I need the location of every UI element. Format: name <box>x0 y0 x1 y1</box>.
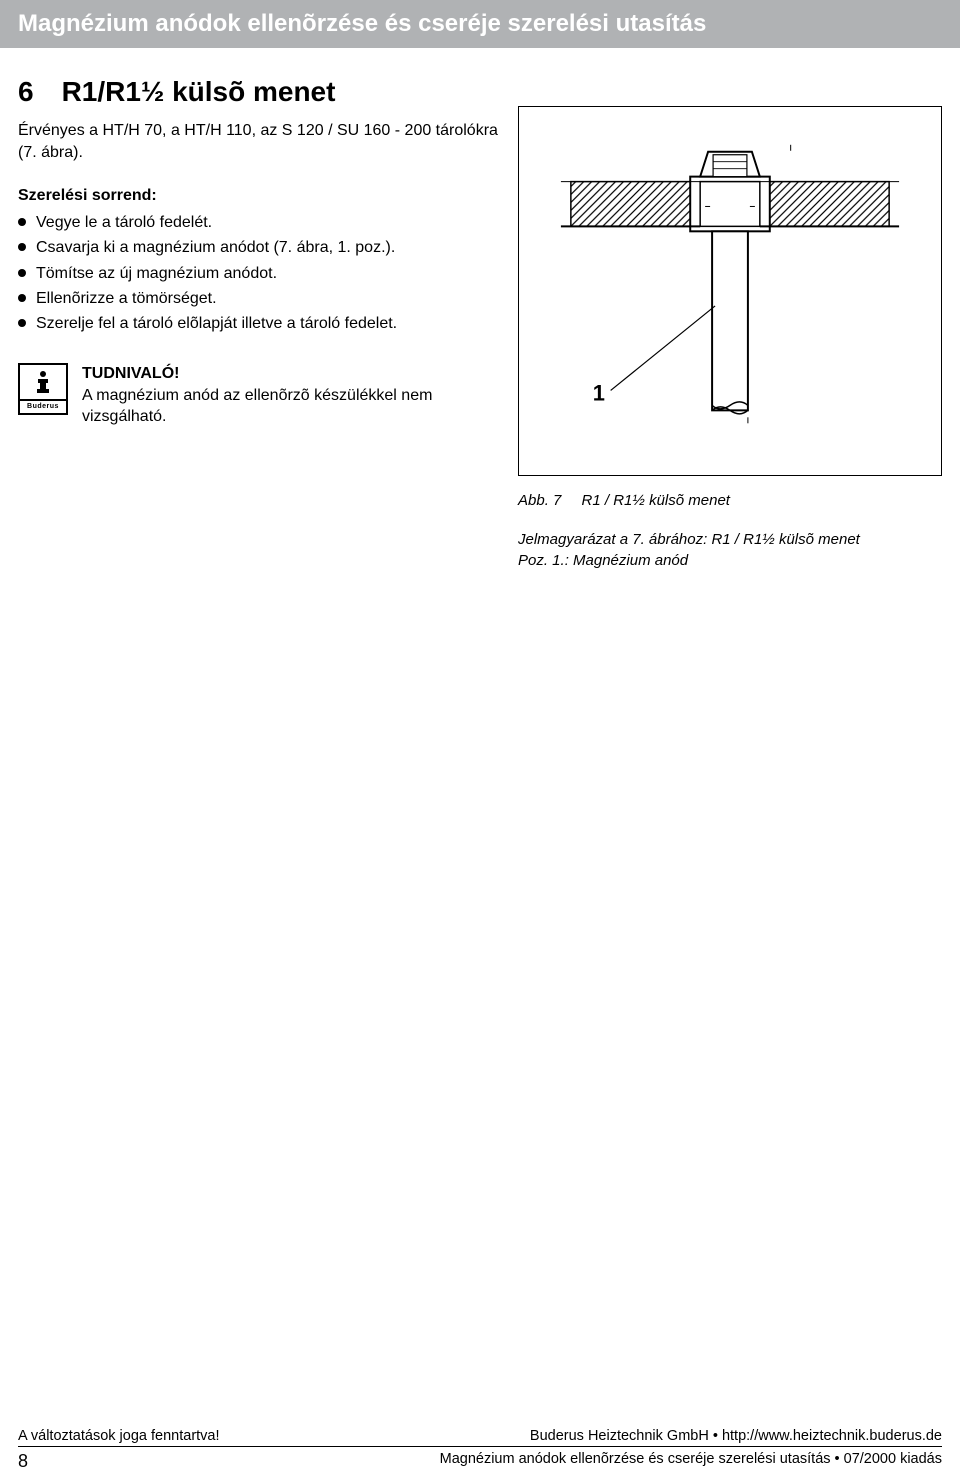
list-item: Vegye le a tároló fedelét. <box>18 211 498 234</box>
section-number: 6 <box>18 76 34 108</box>
steps-subheading: Szerelési sorrend: <box>18 187 498 205</box>
list-item-text: Vegye le a tároló fedelét. <box>36 211 212 234</box>
info-icon <box>18 363 68 401</box>
intro-paragraph: Érvényes a HT/H 70, a HT/H 110, az S 120… <box>18 120 498 163</box>
bullet-icon <box>18 269 26 277</box>
legend-line-2: Poz. 1.: Magnézium anód <box>518 550 942 571</box>
bullet-icon <box>18 319 26 327</box>
left-column: 6 R1/R1½ külsõ menet Érvényes a HT/H 70,… <box>18 76 498 571</box>
main-content: 6 R1/R1½ külsõ menet Érvényes a HT/H 70,… <box>0 76 960 571</box>
list-item: Csavarja ki a magnézium anódot (7. ábra,… <box>18 236 498 259</box>
info-icon-container: Buderus <box>18 363 70 415</box>
list-item: Tömítse az új magnézium anódot. <box>18 262 498 285</box>
page-number: 8 <box>18 1451 28 1472</box>
footer-disclaimer: A változtatások joga fenntartva! <box>18 1428 220 1444</box>
section-heading: R1/R1½ külsõ menet <box>62 76 336 108</box>
technical-diagram: 1 <box>519 107 941 475</box>
figure-number: Abb. 7 <box>518 492 561 509</box>
list-item-text: Csavarja ki a magnézium anódot (7. ábra,… <box>36 236 395 259</box>
header-title: Magnézium anódok ellenõrzése és cseréje … <box>18 10 942 38</box>
right-column: 1 Abb. 7 R1 / R1½ külsõ menet Jelmagyará… <box>518 76 942 571</box>
two-column-layout: 6 R1/R1½ külsõ menet Érvényes a HT/H 70,… <box>18 76 942 571</box>
footer-company: Buderus Heiztechnik GmbH • http://www.he… <box>530 1428 942 1444</box>
info-note-box: Buderus TUDNIVALÓ! A magnézium anód az e… <box>18 363 498 428</box>
footer-lower-row: 8 Magnézium anódok ellenõrzése és cseréj… <box>18 1447 942 1472</box>
figure-callout-label: 1 <box>593 380 605 405</box>
brand-label: Buderus <box>18 401 68 415</box>
figure-container: 1 <box>518 106 942 476</box>
section-title-row: 6 R1/R1½ külsõ menet <box>18 76 498 108</box>
info-title: TUDNIVALÓ! <box>82 363 498 385</box>
list-item: Ellenõrizze a tömörséget. <box>18 287 498 310</box>
info-body: A magnézium anód az ellenõrzõ készülékke… <box>82 385 498 428</box>
footer-doc-title: Magnézium anódok ellenõrzése és cseréje … <box>440 1451 942 1472</box>
bullet-icon <box>18 218 26 226</box>
list-item-text: Tömítse az új magnézium anódot. <box>36 262 277 285</box>
list-item-text: Ellenõrizze a tömörséget. <box>36 287 217 310</box>
page-header: Magnézium anódok ellenõrzése és cseréje … <box>0 0 960 48</box>
bullet-icon <box>18 294 26 302</box>
bullet-icon <box>18 243 26 251</box>
figure-legend: Jelmagyarázat a 7. ábrához: R1 / R1½ kül… <box>518 529 942 571</box>
footer-upper-row: A változtatások joga fenntartva! Buderus… <box>18 1428 942 1447</box>
list-item-text: Szerelje fel a tároló elõlapját illetve … <box>36 312 397 335</box>
figure-caption: Abb. 7 R1 / R1½ külsõ menet <box>518 492 942 509</box>
figure-caption-text: R1 / R1½ külsõ menet <box>582 492 730 509</box>
steps-list: Vegye le a tároló fedelét. Csavarja ki a… <box>18 211 498 335</box>
list-item: Szerelje fel a tároló elõlapját illetve … <box>18 312 498 335</box>
info-text-block: TUDNIVALÓ! A magnézium anód az ellenõrzõ… <box>82 363 498 428</box>
legend-line-1: Jelmagyarázat a 7. ábrához: R1 / R1½ kül… <box>518 529 942 550</box>
page-footer: A változtatások joga fenntartva! Buderus… <box>0 1428 960 1478</box>
